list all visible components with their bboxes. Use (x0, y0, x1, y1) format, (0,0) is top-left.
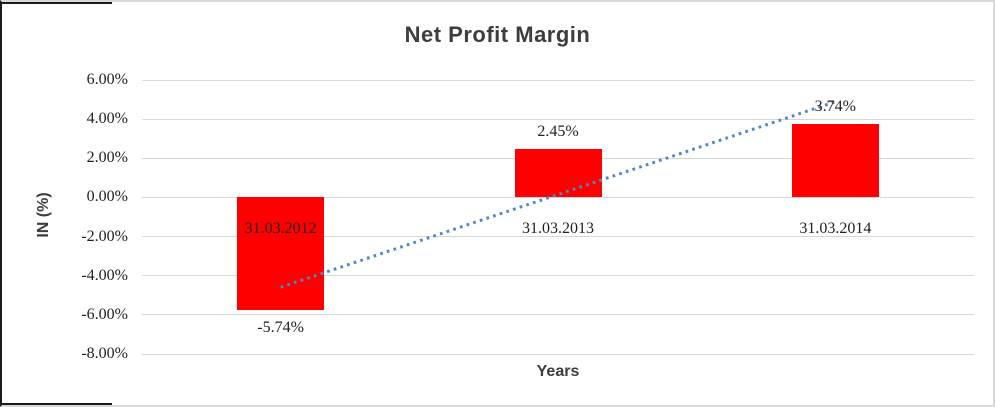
y-tick-label: 4.00% (86, 110, 128, 128)
gridline (142, 314, 974, 316)
y-tick-label: 0.00% (86, 188, 128, 206)
y-axis-title: IN (%) (35, 192, 52, 238)
category-label: 31.03.2012 (244, 220, 317, 238)
category-label: 31.03.2013 (522, 220, 594, 238)
bar (514, 149, 602, 198)
value-label: 3.74% (814, 98, 856, 116)
chart-title: Net Profit Margin (404, 22, 591, 47)
y-tick-label: 2.00% (86, 149, 128, 167)
value-label: 2.45% (537, 123, 579, 141)
y-tick-label: -2.00% (81, 227, 128, 245)
gridline (142, 353, 974, 355)
category-label: 31.03.2014 (799, 220, 872, 238)
x-axis-title: Years (536, 363, 580, 380)
bar (237, 197, 325, 310)
frame-black-edge-top-left (2, 2, 112, 4)
bar (791, 124, 879, 198)
y-tick-label: 6.00% (86, 71, 128, 88)
y-tick-label: -8.00% (81, 345, 128, 362)
gridline (142, 118, 974, 120)
frame-black-edge-bottom-left (2, 403, 112, 405)
y-tick-label: -4.00% (81, 266, 128, 284)
y-tick-label: -6.00% (81, 305, 128, 323)
value-label: -5.74% (257, 318, 304, 336)
gridline (142, 79, 974, 81)
